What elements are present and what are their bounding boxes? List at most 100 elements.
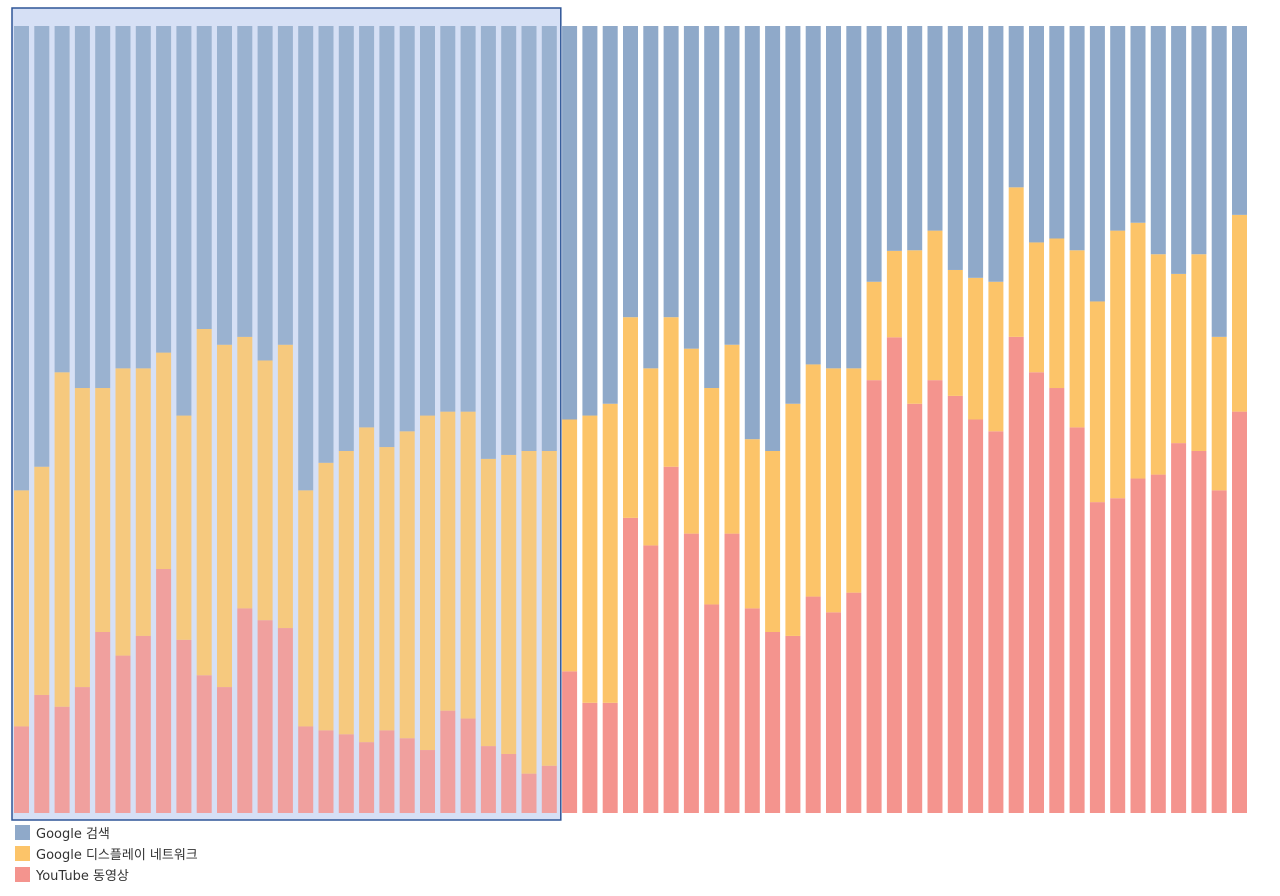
bar-segment-search-42[interactable] [846,26,862,369]
bar-segment-youtube-17[interactable] [338,734,354,813]
bar-segment-search-58[interactable] [1171,26,1187,274]
bar-segment-display-23[interactable] [460,411,476,719]
bar-segment-search-7[interactable] [135,26,151,369]
bar-segment-search-15[interactable] [298,26,314,491]
bar-segment-youtube-15[interactable] [298,726,314,813]
bar-segment-display-28[interactable] [562,419,578,672]
bar-segment-display-14[interactable] [277,344,293,629]
bar-segment-display-54[interactable] [1089,301,1105,503]
bar-segment-youtube-43[interactable] [866,380,882,813]
legend-item-google-display-network[interactable]: Google 디스플레이 네트워크 [15,843,198,864]
bar-segment-search-21[interactable] [420,26,435,416]
bar-segment-youtube-42[interactable] [846,592,862,813]
bar-segment-youtube-1[interactable] [14,726,29,813]
bar-segment-display-52[interactable] [1049,238,1065,389]
bar-segment-display-16[interactable] [318,462,334,731]
bar-segment-search-51[interactable] [1029,26,1044,243]
bar-segment-display-40[interactable] [805,364,821,597]
bar-segment-search-45[interactable] [907,26,923,251]
bar-segment-search-53[interactable] [1069,26,1085,251]
bar-segment-search-56[interactable] [1130,26,1146,223]
bar-segment-search-40[interactable] [805,26,821,365]
bar-segment-display-20[interactable] [399,431,415,739]
bar-segment-search-12[interactable] [237,26,253,337]
bar-segment-search-61[interactable] [1232,26,1247,215]
bar-segment-search-30[interactable] [602,26,618,404]
bar-segment-search-36[interactable] [724,26,740,345]
bar-segment-display-19[interactable] [379,447,395,731]
bar-segment-display-56[interactable] [1130,222,1146,479]
bar-segment-youtube-28[interactable] [562,671,578,813]
bar-segment-display-48[interactable] [968,277,984,420]
bar-segment-search-33[interactable] [663,26,679,318]
bar-segment-display-32[interactable] [643,368,659,546]
bar-segment-search-29[interactable] [582,26,598,416]
bar-segment-search-60[interactable] [1211,26,1227,337]
bar-segment-search-4[interactable] [74,26,90,389]
bar-segment-youtube-38[interactable] [765,631,781,813]
bar-segment-youtube-44[interactable] [886,337,902,813]
bar-segment-search-44[interactable] [886,26,902,251]
bar-segment-youtube-13[interactable] [257,620,273,813]
bar-segment-display-7[interactable] [135,368,151,636]
bar-segment-youtube-32[interactable] [643,545,659,813]
bar-segment-search-55[interactable] [1110,26,1126,231]
bar-segment-youtube-45[interactable] [907,403,923,813]
bar-segment-display-2[interactable] [34,466,50,695]
bar-segment-display-35[interactable] [704,388,720,605]
bar-segment-search-3[interactable] [54,26,70,373]
bar-segment-search-17[interactable] [338,26,354,451]
bar-segment-display-31[interactable] [623,317,638,518]
bar-segment-display-29[interactable] [582,415,598,703]
bar-segment-display-3[interactable] [54,372,70,707]
bar-segment-search-47[interactable] [947,26,963,270]
bar-segment-search-22[interactable] [440,26,456,412]
bar-segment-search-5[interactable] [95,26,111,389]
bar-segment-youtube-16[interactable] [318,730,334,813]
bar-segment-display-57[interactable] [1150,254,1166,475]
bar-segment-display-27[interactable] [541,450,557,766]
bar-segment-youtube-34[interactable] [683,533,699,813]
bar-segment-search-54[interactable] [1089,26,1105,302]
bar-segment-display-39[interactable] [785,403,801,636]
bar-segment-display-50[interactable] [1008,187,1024,337]
bar-segment-display-59[interactable] [1191,254,1207,451]
bar-segment-display-55[interactable] [1110,230,1126,499]
bar-segment-search-20[interactable] [399,26,415,432]
bar-segment-youtube-9[interactable] [176,639,192,813]
bar-segment-display-47[interactable] [947,269,963,396]
bar-segment-display-41[interactable] [826,368,841,613]
bar-segment-search-13[interactable] [257,26,273,361]
bar-segment-youtube-51[interactable] [1029,372,1044,813]
bar-segment-search-31[interactable] [623,26,638,318]
bar-segment-display-13[interactable] [257,360,273,621]
bar-segment-search-39[interactable] [785,26,801,404]
bar-segment-youtube-50[interactable] [1008,336,1024,813]
bar-segment-display-58[interactable] [1171,273,1187,444]
bar-segment-search-41[interactable] [826,26,841,369]
bar-segment-youtube-53[interactable] [1069,427,1085,813]
bar-segment-display-18[interactable] [359,427,375,743]
bar-segment-youtube-6[interactable] [115,655,131,813]
bar-segment-search-11[interactable] [217,26,232,345]
bar-segment-search-26[interactable] [521,26,537,451]
bar-segment-youtube-10[interactable] [196,675,212,813]
bar-segment-youtube-20[interactable] [399,738,415,814]
bar-segment-youtube-21[interactable] [420,750,435,813]
bar-segment-youtube-27[interactable] [541,765,557,813]
bar-segment-search-38[interactable] [765,26,781,451]
bar-segment-display-26[interactable] [521,450,537,774]
bar-segment-display-10[interactable] [196,328,212,676]
bar-segment-youtube-57[interactable] [1150,474,1166,813]
legend-item-youtube-video[interactable]: YouTube 동영상 [15,864,198,885]
bar-segment-display-37[interactable] [744,439,760,609]
bar-segment-youtube-8[interactable] [156,569,172,813]
bar-segment-display-30[interactable] [602,403,618,703]
bar-segment-youtube-52[interactable] [1049,388,1065,813]
bar-segment-youtube-25[interactable] [501,753,517,813]
bar-segment-youtube-7[interactable] [135,635,151,813]
bar-segment-youtube-59[interactable] [1191,450,1207,813]
bar-segment-youtube-37[interactable] [744,608,760,813]
bar-segment-youtube-18[interactable] [359,742,375,813]
bar-segment-search-59[interactable] [1191,26,1207,255]
